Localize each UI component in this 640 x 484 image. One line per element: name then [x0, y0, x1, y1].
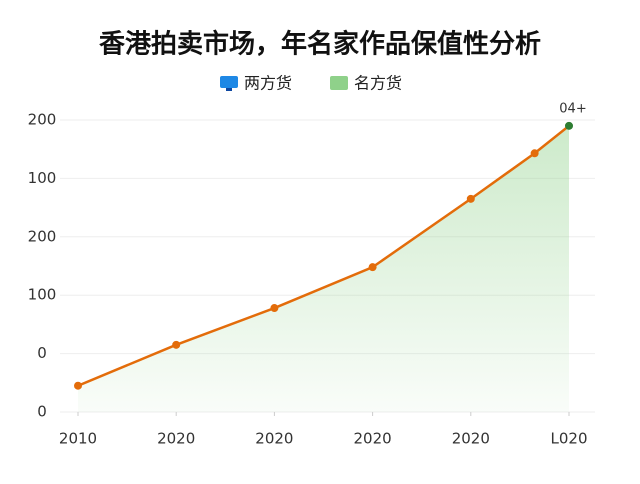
- legend-label: 名方货: [354, 74, 402, 93]
- chart-title: 香港拍卖市场，年名家作品保值性分析: [99, 29, 541, 60]
- y-tick-label: 0: [37, 403, 47, 421]
- y-tick-label: 200: [28, 227, 57, 245]
- annotation: 04+: [559, 101, 586, 116]
- point: [270, 304, 279, 313]
- x-tick-label: L020: [551, 430, 588, 448]
- point: [172, 340, 181, 349]
- point: [74, 381, 82, 390]
- legend-label: 两方货: [244, 74, 292, 93]
- area: [78, 125, 569, 412]
- legend-swatch: [220, 76, 238, 88]
- y-tick-label: 0: [37, 344, 47, 362]
- y-tick-label: 100: [28, 169, 57, 187]
- point: [530, 149, 539, 158]
- legend-swatch: [330, 76, 348, 90]
- point: [565, 121, 573, 130]
- point: [466, 194, 475, 203]
- x-tick-label: 2020: [354, 430, 392, 448]
- x-tick-label: 2020: [452, 430, 490, 448]
- x-tick-label: 2020: [255, 430, 293, 448]
- x-tick-label: 2020: [157, 430, 195, 448]
- point: [368, 263, 377, 272]
- x-tick-label: 2010: [59, 430, 97, 448]
- y-tick-label: 200: [28, 111, 57, 129]
- legend-swatch-stand: [226, 88, 232, 91]
- y-tick-label: 100: [28, 286, 57, 304]
